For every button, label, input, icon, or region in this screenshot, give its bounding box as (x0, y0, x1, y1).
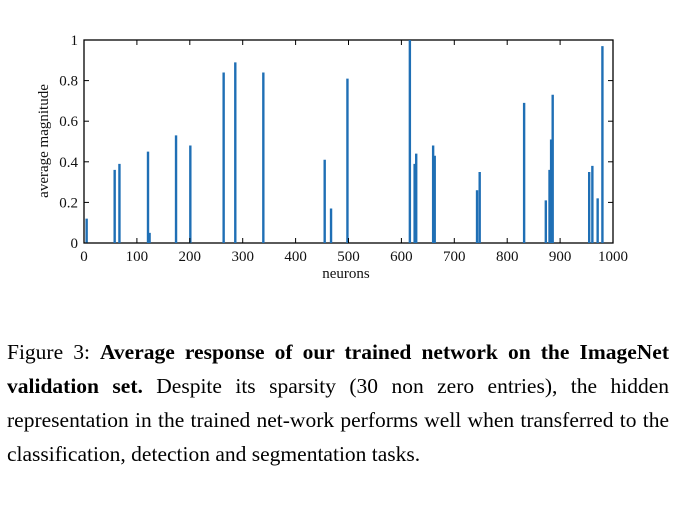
x-tick-label: 0 (80, 249, 88, 265)
x-tick-label: 200 (179, 249, 202, 265)
y-tick-label: 1 (71, 33, 79, 49)
caption-body: Despite its sparsity (30 non zero entrie… (7, 374, 669, 466)
figure-caption: Figure 3: Average response of our traine… (7, 335, 669, 471)
y-tick-label: 0.4 (59, 155, 78, 171)
y-axis-title: average magnitude (36, 84, 52, 198)
y-axis-ticks: 0 0.2 0.4 0.6 0.8 1 (59, 33, 613, 252)
y-tick-label: 0.6 (59, 114, 78, 130)
x-tick-label: 400 (284, 249, 307, 265)
x-tick-label: 100 (126, 249, 149, 265)
x-tick-label: 800 (496, 249, 519, 265)
x-tick-label: 900 (549, 249, 572, 265)
x-tick-label: 600 (390, 249, 413, 265)
y-tick-label: 0 (71, 236, 79, 252)
x-axis-title: neurons (322, 266, 370, 282)
x-tick-label: 500 (337, 249, 360, 265)
bar-series (85, 40, 604, 243)
x-tick-label: 300 (231, 249, 254, 265)
x-axis-ticks: 0 100 200 300 400 500 600 700 800 900 1000 (80, 40, 628, 265)
caption-prefix: Figure 3: (7, 340, 100, 364)
caption-bold: Average response of our trained network … (7, 340, 670, 398)
x-tick-label: 1000 (598, 249, 628, 265)
y-tick-label: 0.2 (59, 195, 78, 211)
y-tick-label: 0.8 (59, 74, 78, 90)
chart: 0 100 200 300 400 500 600 700 800 900 1000 0 0.2 0.4… (36, 33, 628, 282)
x-tick-label: 700 (443, 249, 466, 265)
